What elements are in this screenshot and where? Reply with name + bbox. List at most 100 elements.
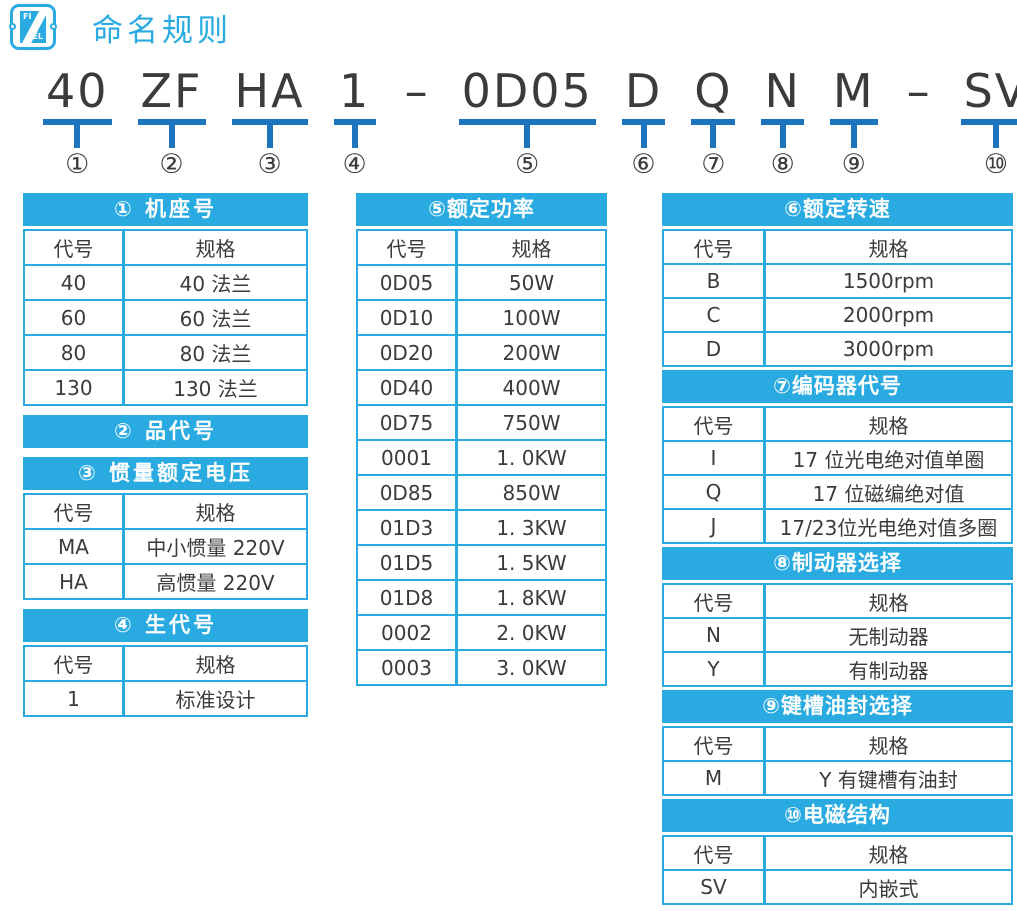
table-header: ⑤额定功率 [356, 193, 607, 226]
model-segment: D ⑥ [621, 64, 666, 180]
code-cell: HA [59, 569, 88, 594]
table-header: ① 机座号 [23, 193, 308, 226]
model-segment-text: – [906, 64, 932, 118]
spec-cell: 规格 [455, 231, 605, 264]
spec-cell: 规格 [763, 585, 1011, 617]
table-row: M Y 有键槽有油封 [664, 760, 1011, 794]
model-segment-text: N [764, 64, 801, 118]
table-row: 0002 2. 0KW [358, 614, 605, 649]
table-row: 0D05 50W [358, 264, 605, 299]
table-row: 代号 规格 [664, 837, 1011, 869]
segment-stem [779, 125, 786, 148]
segment-underline [333, 119, 376, 125]
table-brake-selection: ⑧制动器选择 代号 规格 N 无制动器 Y 有制动器 [662, 547, 1013, 687]
spec-cell: 1. 8KW [455, 581, 605, 614]
table-row: I 17 位光电绝对值单圈 [664, 440, 1011, 474]
model-segment-text: M [832, 64, 875, 118]
table-row: 代号 规格 [25, 495, 306, 528]
table-row: 代号 规格 [358, 231, 605, 264]
code-cell: Q [705, 480, 722, 504]
table-row: 0D75 750W [358, 404, 605, 439]
spec-cell: 规格 [122, 495, 306, 528]
segment-circled-number: ① [65, 149, 90, 180]
segment-stem [850, 125, 857, 148]
legend-column-left: ① 机座号 代号 规格 40 40 法兰 60 60 法兰 [23, 193, 308, 726]
spec-cell: 1. 0KW [455, 441, 605, 474]
table-header: ③ 惯量额定电压 [23, 457, 308, 490]
table-rated-speed: ⑥额定转速 代号 规格 B 1500rpm C 2000rpm [662, 193, 1013, 367]
segment-circled-number: ⑧ [770, 149, 795, 180]
spec-cell: 规格 [763, 837, 1011, 869]
segment-stem [710, 125, 717, 148]
code-cell: 40 [60, 270, 87, 295]
code-cell: 01D8 [379, 585, 434, 610]
model-segment-text: ZF [140, 64, 203, 118]
spec-cell: 3000rpm [763, 333, 1011, 365]
spec-cell: 130 法兰 [122, 371, 306, 404]
spec-cell: 无制动器 [763, 619, 1011, 651]
code-cell: 0D75 [379, 410, 434, 435]
spec-cell: 1. 3KW [455, 511, 605, 544]
code-cell: I [710, 446, 717, 470]
segment-circled-number: ③ [257, 149, 282, 180]
segment-stem [74, 125, 81, 148]
table-row: N 无制动器 [664, 617, 1011, 651]
segment-underline [231, 119, 308, 125]
model-segment-text: 40 [46, 64, 109, 118]
table-row: SV 内嵌式 [664, 869, 1011, 903]
model-segment-text: D [624, 64, 663, 118]
code-cell: 代号 [693, 236, 734, 261]
logo-top-text: FI [23, 12, 32, 21]
spec-cell: 规格 [122, 647, 306, 680]
code-cell: M [704, 766, 723, 790]
spec-cell: 2000rpm [763, 299, 1011, 331]
segment-underline [761, 119, 804, 125]
code-cell: 0D85 [379, 480, 434, 505]
code-cell: 0003 [381, 655, 432, 680]
model-segment: – [405, 67, 430, 115]
segment-underline [458, 119, 596, 125]
code-cell: 代号 [386, 237, 427, 261]
table-header: ⑥额定转速 [662, 193, 1013, 226]
logo-left-dot [9, 23, 16, 30]
model-segment: 40 ① [43, 64, 112, 180]
segment-circled-number: ② [159, 149, 184, 180]
spec-cell: 17 位光电绝对值单圈 [763, 442, 1011, 474]
logo-right-dot [50, 23, 57, 30]
model-segment: – [907, 67, 932, 115]
table-header: ⑦编码器代号 [662, 370, 1013, 403]
table-row: 0D85 850W [358, 474, 605, 509]
spec-cell: 80 法兰 [122, 336, 306, 369]
segment-stem [992, 125, 999, 148]
brand-logo-icon: FI EL [9, 4, 57, 50]
table-row: 代号 规格 [25, 231, 306, 264]
segment-underline [691, 119, 736, 125]
table-row: B 1500rpm [664, 263, 1011, 297]
table-row: D 3000rpm [664, 331, 1011, 365]
table-row: 01D5 1. 5KW [358, 544, 605, 579]
spec-cell: 规格 [763, 231, 1011, 263]
table-row: 0D20 200W [358, 334, 605, 369]
spec-cell: 规格 [763, 408, 1011, 440]
model-segment: SV ⑩ [960, 67, 1017, 180]
code-cell: 代号 [53, 237, 94, 261]
table-frame-number: ① 机座号 代号 规格 40 40 法兰 60 60 法兰 [23, 193, 308, 406]
spec-cell: 1. 5KW [455, 546, 605, 579]
table-keyway-oil-seal-selection: ⑨键槽油封选择 代号 规格 M Y 有键槽有油封 [662, 690, 1013, 796]
spec-cell: Y 有键槽有油封 [763, 762, 1011, 794]
model-segment: HA ③ [231, 67, 308, 180]
table-row: 0001 1. 0KW [358, 439, 605, 474]
code-cell: 代号 [693, 842, 734, 867]
spec-cell: 规格 [763, 728, 1011, 760]
spec-cell: 50W [455, 266, 605, 299]
segment-stem [266, 125, 273, 148]
logo-bottom-text: EL [32, 32, 43, 41]
spec-cell: 40 法兰 [122, 266, 306, 299]
code-cell: 代号 [693, 733, 734, 758]
page-title: 命名规则 [92, 12, 232, 49]
spec-cell: 400W [455, 371, 605, 404]
spec-cell: 2. 0KW [455, 616, 605, 649]
spec-cell: 200W [455, 336, 605, 369]
model-segment: ZF ② [137, 64, 206, 180]
code-cell: 0D40 [379, 375, 434, 400]
